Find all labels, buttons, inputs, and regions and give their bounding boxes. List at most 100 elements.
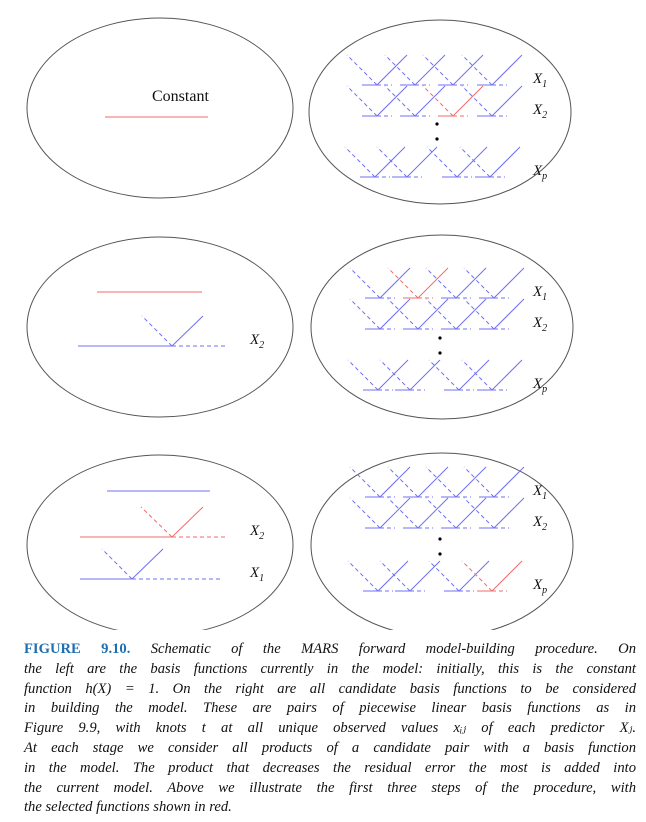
basis-hinge-positive bbox=[489, 146, 521, 178]
basis-hinge-positive bbox=[455, 466, 487, 498]
basis-hinge-positive bbox=[452, 85, 484, 117]
basis-hinge-negative bbox=[425, 267, 457, 299]
basis-hinge-positive bbox=[491, 359, 523, 391]
model-ellipse-step1 bbox=[26, 17, 294, 199]
basis-hinge-positive bbox=[417, 466, 449, 498]
basis-hinge-negative bbox=[461, 85, 493, 117]
basis-hinge-positive bbox=[455, 298, 487, 330]
basis-hinge-negative bbox=[140, 506, 173, 538]
basis-hinge-negative bbox=[463, 466, 495, 498]
basis-hinge-negative bbox=[425, 497, 457, 529]
candidate-ellipse-step1 bbox=[308, 19, 572, 205]
caption-line: At each stage we consider all products o… bbox=[24, 739, 636, 756]
basis-hinge-negative bbox=[387, 497, 419, 529]
predictor-label-xp: Xp bbox=[532, 577, 547, 596]
basis-hinge-negative bbox=[463, 298, 495, 330]
basis-hinge-positive bbox=[376, 54, 408, 86]
predictor-label-x2: X2 bbox=[532, 315, 547, 334]
basis-hinge-negative bbox=[141, 315, 173, 347]
ellipsis-dot bbox=[438, 351, 442, 355]
basis-hinge-positive bbox=[377, 560, 409, 592]
basis-hinge-positive bbox=[374, 146, 406, 178]
basis-hinge-negative bbox=[379, 560, 411, 592]
basis-hinge-negative bbox=[428, 560, 460, 592]
predictor-label-x1: X1 bbox=[532, 483, 547, 502]
basis-hinge-negative bbox=[376, 146, 408, 178]
basis-hinge-positive bbox=[171, 315, 204, 347]
basis-hinge-positive bbox=[493, 497, 525, 529]
basis-hinge-positive bbox=[456, 146, 488, 178]
basis-hinge-positive bbox=[458, 560, 490, 592]
caption-line: the current model. Above we illustrate t… bbox=[24, 779, 636, 796]
basis-hinge-positive bbox=[417, 298, 449, 330]
basis-hinge-negative bbox=[422, 85, 454, 117]
basis-hinge-positive bbox=[491, 85, 523, 117]
basis-hinge-negative bbox=[347, 359, 379, 391]
basis-hinge-positive bbox=[493, 298, 525, 330]
basis-hinge-negative bbox=[428, 359, 460, 391]
basis-hinge-negative bbox=[349, 267, 381, 299]
caption-line: in the model. The product that decreases… bbox=[24, 759, 636, 776]
basis-hinge-negative bbox=[347, 560, 379, 592]
basis-hinge-negative bbox=[422, 54, 454, 86]
ellipsis-dot bbox=[435, 137, 439, 141]
basis-hinge-negative bbox=[426, 146, 458, 178]
basis-hinge-positive bbox=[406, 146, 438, 178]
figure-number: FIGURE 9.10. bbox=[24, 641, 131, 657]
predictor-label-x2: X2 bbox=[532, 514, 547, 533]
caption-line: the selected functions shown in red. bbox=[24, 799, 232, 816]
caption-line: FIGURE 9.10. Schematic of the MARS forwa… bbox=[24, 641, 636, 657]
basis-hinge-negative bbox=[346, 85, 378, 117]
basis-hinge-positive bbox=[409, 560, 441, 592]
basis-hinge-positive bbox=[376, 85, 408, 117]
basis-hinge-positive bbox=[414, 54, 446, 86]
candidate-ellipse-step2 bbox=[310, 234, 574, 420]
basis-hinge-negative bbox=[349, 466, 381, 498]
basis-hinge-negative bbox=[387, 466, 419, 498]
caption-line: the left are the basis functions current… bbox=[24, 660, 636, 677]
basis-hinge-negative bbox=[379, 359, 411, 391]
constant-label: Constant bbox=[152, 88, 209, 105]
basis-hinge-positive bbox=[455, 267, 487, 299]
basis-hinge-negative bbox=[461, 359, 493, 391]
basis-hinge-positive bbox=[417, 267, 449, 299]
basis-hinge-positive bbox=[458, 359, 490, 391]
ellipsis-dot bbox=[435, 122, 439, 126]
basis-hinge-negative bbox=[463, 497, 495, 529]
ellipsis-dot bbox=[438, 552, 442, 556]
basis-hinge-positive bbox=[171, 506, 204, 538]
basis-hinge-positive bbox=[131, 548, 164, 580]
predictor-label-x2: X2 bbox=[249, 523, 264, 542]
basis-hinge-negative bbox=[461, 560, 493, 592]
basis-hinge-positive bbox=[417, 497, 449, 529]
basis-hinge-negative bbox=[461, 54, 493, 86]
ellipsis-dot bbox=[438, 336, 442, 340]
basis-hinge-negative bbox=[459, 146, 491, 178]
basis-hinge-negative bbox=[384, 85, 416, 117]
predictor-label-x1: X1 bbox=[532, 71, 547, 90]
basis-hinge-positive bbox=[414, 85, 446, 117]
ellipsis-dot bbox=[438, 537, 442, 541]
caption-line: function h(X) = 1. On the right are all … bbox=[24, 680, 636, 697]
caption-line: Figure 9.9, with knots t at all unique o… bbox=[24, 720, 636, 737]
basis-hinge-negative bbox=[344, 146, 376, 178]
basis-hinge-positive bbox=[379, 267, 411, 299]
predictor-label-xp: Xp bbox=[532, 163, 547, 182]
basis-hinge-negative bbox=[384, 54, 416, 86]
basis-hinge-positive bbox=[493, 267, 525, 299]
basis-hinge-positive bbox=[409, 359, 441, 391]
model-ellipse-step3 bbox=[26, 454, 294, 630]
predictor-label-x1: X1 bbox=[249, 565, 264, 584]
basis-hinge-negative bbox=[387, 267, 419, 299]
basis-hinge-positive bbox=[491, 54, 523, 86]
predictor-label-x2: X2 bbox=[532, 102, 547, 121]
caption-line: in building the model. These are pairs o… bbox=[24, 700, 636, 717]
basis-hinge-negative bbox=[425, 466, 457, 498]
basis-hinge-positive bbox=[491, 560, 523, 592]
basis-hinge-positive bbox=[379, 497, 411, 529]
basis-hinge-negative bbox=[387, 298, 419, 330]
basis-hinge-positive bbox=[452, 54, 484, 86]
basis-hinge-negative bbox=[101, 548, 133, 580]
predictor-label-x1: X1 bbox=[532, 284, 547, 303]
